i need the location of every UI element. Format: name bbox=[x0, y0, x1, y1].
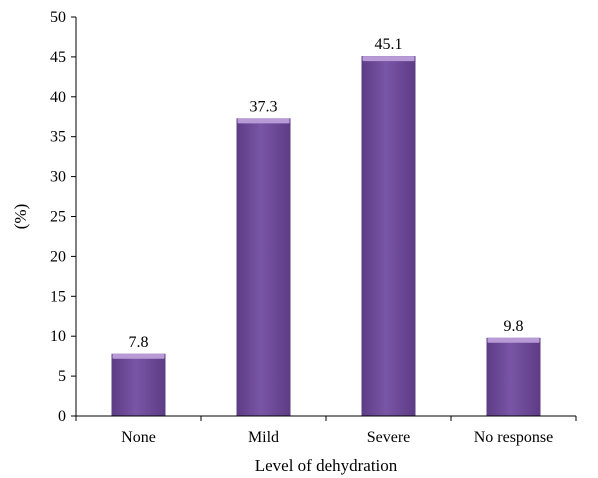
data-label: 9.8 bbox=[504, 318, 524, 335]
y-tick-label: 40 bbox=[50, 89, 66, 106]
x-category-label: None bbox=[121, 429, 156, 446]
bar-body bbox=[111, 353, 166, 416]
y-tick-label: 5 bbox=[58, 368, 66, 385]
x-category-label: No response bbox=[474, 429, 554, 446]
data-label: 37.3 bbox=[250, 98, 278, 115]
data-labels-group: 7.8 37.3 45.1 9.8 bbox=[129, 36, 524, 351]
y-tick-label: 20 bbox=[50, 248, 66, 265]
y-tick-label: 45 bbox=[50, 49, 66, 66]
bar-no-response bbox=[486, 337, 541, 416]
y-tick-label: 15 bbox=[50, 288, 66, 305]
y-axis-title: (%) bbox=[11, 204, 30, 229]
y-tick-label: 35 bbox=[50, 129, 66, 146]
data-label: 45.1 bbox=[375, 36, 403, 53]
bar-highlight bbox=[362, 56, 415, 62]
bars-group bbox=[111, 56, 541, 417]
x-category-label: Severe bbox=[367, 429, 411, 446]
bar-body bbox=[361, 56, 416, 417]
y-tick-label: 0 bbox=[58, 408, 66, 425]
bar-highlight bbox=[487, 337, 540, 343]
y-axis-ticks: 0 5 10 15 20 25 30 35 40 45 50 bbox=[50, 9, 577, 425]
bar-mild bbox=[236, 118, 291, 416]
data-label: 7.8 bbox=[129, 334, 149, 351]
x-axis-title: Level of dehydration bbox=[255, 456, 398, 475]
x-category-label: Mild bbox=[248, 429, 279, 446]
bar-none bbox=[111, 353, 166, 416]
y-tick-label: 50 bbox=[50, 9, 66, 26]
bar-body bbox=[486, 337, 541, 416]
bar-severe bbox=[361, 56, 416, 417]
bar-highlight bbox=[112, 353, 165, 359]
bar-highlight bbox=[237, 118, 290, 124]
y-tick-label: 10 bbox=[50, 328, 66, 345]
y-tick-label: 25 bbox=[50, 209, 66, 226]
x-axis-category-labels: None Mild Severe No response bbox=[121, 429, 553, 446]
y-tick-label: 30 bbox=[50, 169, 66, 186]
bar-body bbox=[236, 118, 291, 416]
